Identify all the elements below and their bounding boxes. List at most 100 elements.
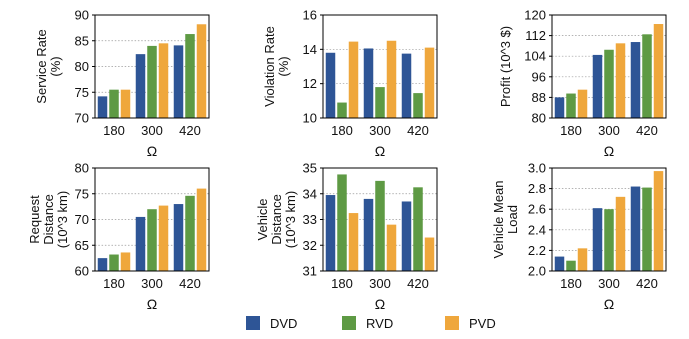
y-tick-label: 31 xyxy=(303,264,317,279)
x-tick-label: 180 xyxy=(331,276,353,291)
y-tick-label: 2.4 xyxy=(528,222,546,237)
bar-dvd-420 xyxy=(630,186,641,271)
bar-pvd-180 xyxy=(120,252,131,271)
y-tick-label: 104 xyxy=(524,49,546,64)
y-tick-label: 16 xyxy=(303,8,317,23)
bar-rvd-180 xyxy=(566,260,576,271)
bar-rvd-300 xyxy=(147,45,157,118)
bar-rvd-180 xyxy=(109,254,119,271)
y-tick-label: 3.0 xyxy=(528,161,546,176)
y-tick-label: 34 xyxy=(303,186,317,201)
legend-label-rvd: RVD xyxy=(366,316,393,331)
request-distance-chart: 180 300 420 60 65 70 75 80 Ω RequestDistance(10^3… xyxy=(27,161,210,312)
y-tick-label: 75 xyxy=(75,186,89,201)
y-tick-label: 2.2 xyxy=(528,243,546,258)
bar-rvd-180 xyxy=(337,174,347,271)
y-tick-label: 35 xyxy=(303,161,317,176)
bar-dvd-300 xyxy=(592,54,603,118)
bar-pvd-300 xyxy=(615,43,626,119)
bar-rvd-420 xyxy=(185,195,195,271)
bar-pvd-420 xyxy=(196,24,207,118)
bar-rvd-300 xyxy=(147,209,157,271)
legend: DVD RVD PVD xyxy=(246,316,496,331)
y-tick-label: 2.8 xyxy=(528,181,546,196)
bar-pvd-180 xyxy=(348,213,359,271)
plot-frame xyxy=(551,14,667,119)
y-tick-label: 65 xyxy=(75,238,89,253)
x-tick-label: 300 xyxy=(369,276,391,291)
bar-dvd-300 xyxy=(135,54,146,118)
vehicle-mean-load-chart: 180 300 420 2.0 2.2 2.4 2.6 2.8 3.0 Ω Vehicle Mean… xyxy=(491,161,667,312)
x-axis-label: Ω xyxy=(147,296,157,312)
x-tick-label: 180 xyxy=(331,123,353,138)
x-axis-label: Ω xyxy=(375,143,385,159)
bar-dvd-300 xyxy=(135,216,146,271)
bar-pvd-420 xyxy=(653,24,664,119)
bar-dvd-180 xyxy=(325,195,336,271)
plot-frame xyxy=(551,167,667,272)
x-axis-label: Ω xyxy=(147,143,157,159)
bar-rvd-420 xyxy=(413,93,423,118)
bar-pvd-300 xyxy=(158,43,169,119)
bar-pvd-420 xyxy=(424,47,435,118)
y-axis-label: Profit (10^3 $) xyxy=(498,26,513,107)
y-tick-label: 60 xyxy=(75,264,89,279)
y-tick-label: 12 xyxy=(303,76,317,91)
y-tick-label: 14 xyxy=(303,42,317,57)
y-tick-label: 70 xyxy=(75,212,89,227)
y-tick-label: 80 xyxy=(532,111,546,126)
x-tick-label: 300 xyxy=(141,276,163,291)
x-tick-label: 180 xyxy=(560,276,582,291)
y-axis-label: Violation Rate(%) xyxy=(262,26,291,107)
service-rate-chart: 180 300 420 70 75 80 85 90 Ω Service Rate(%) xyxy=(34,8,210,159)
bar-dvd-180 xyxy=(554,256,565,271)
y-tick-label: 96 xyxy=(532,69,546,84)
y-tick-label: 10 xyxy=(303,111,317,126)
bar-pvd-420 xyxy=(196,188,207,271)
y-tick-label: 88 xyxy=(532,90,546,105)
bar-dvd-300 xyxy=(363,48,374,118)
y-tick-label: 33 xyxy=(303,212,317,227)
legend-swatch-pvd xyxy=(445,316,459,330)
bar-rvd-420 xyxy=(413,187,423,271)
bar-rvd-180 xyxy=(566,93,576,118)
x-tick-label: 300 xyxy=(598,276,620,291)
bar-rvd-300 xyxy=(375,180,385,271)
y-tick-label: 75 xyxy=(75,85,89,100)
bar-rvd-300 xyxy=(375,87,385,118)
y-axis-label: VehicleDistance(10^3 km) xyxy=(255,191,298,248)
x-tick-label: 420 xyxy=(636,276,658,291)
bar-rvd-300 xyxy=(604,49,614,119)
y-tick-label: 32 xyxy=(303,238,317,253)
bar-pvd-180 xyxy=(577,89,588,118)
bar-pvd-180 xyxy=(348,41,359,118)
y-axis-label: RequestDistance(10^3 km) xyxy=(27,191,70,248)
y-tick-label: 90 xyxy=(75,8,89,23)
bar-pvd-300 xyxy=(158,205,169,271)
y-axis-label: Service Rate(%) xyxy=(34,29,63,103)
x-tick-label: 420 xyxy=(179,276,201,291)
y-tick-label: 85 xyxy=(75,33,89,48)
bar-pvd-420 xyxy=(424,237,435,271)
y-tick-label: 80 xyxy=(75,161,89,176)
y-tick-label: 2.0 xyxy=(528,264,546,279)
legend-label-pvd: PVD xyxy=(469,316,496,331)
bar-rvd-420 xyxy=(185,34,195,118)
x-axis-label: Ω xyxy=(604,296,614,312)
y-tick-label: 80 xyxy=(75,59,89,74)
x-tick-label: 420 xyxy=(179,123,201,138)
bar-dvd-180 xyxy=(554,97,565,118)
violation-rate-chart: 180 300 420 10 12 14 16 Ω Violation Rate(%) xyxy=(262,8,438,159)
y-axis-label: Vehicle MeanLoad xyxy=(491,180,520,258)
bar-dvd-300 xyxy=(363,198,374,271)
bar-dvd-180 xyxy=(325,52,336,119)
bar-pvd-300 xyxy=(386,40,397,118)
x-axis-label: Ω xyxy=(375,296,385,312)
bar-pvd-300 xyxy=(386,224,397,271)
bar-rvd-300 xyxy=(604,209,614,271)
plot-frame xyxy=(322,14,438,119)
bar-pvd-180 xyxy=(577,248,588,271)
bar-dvd-420 xyxy=(401,53,412,118)
bar-rvd-180 xyxy=(337,102,347,118)
